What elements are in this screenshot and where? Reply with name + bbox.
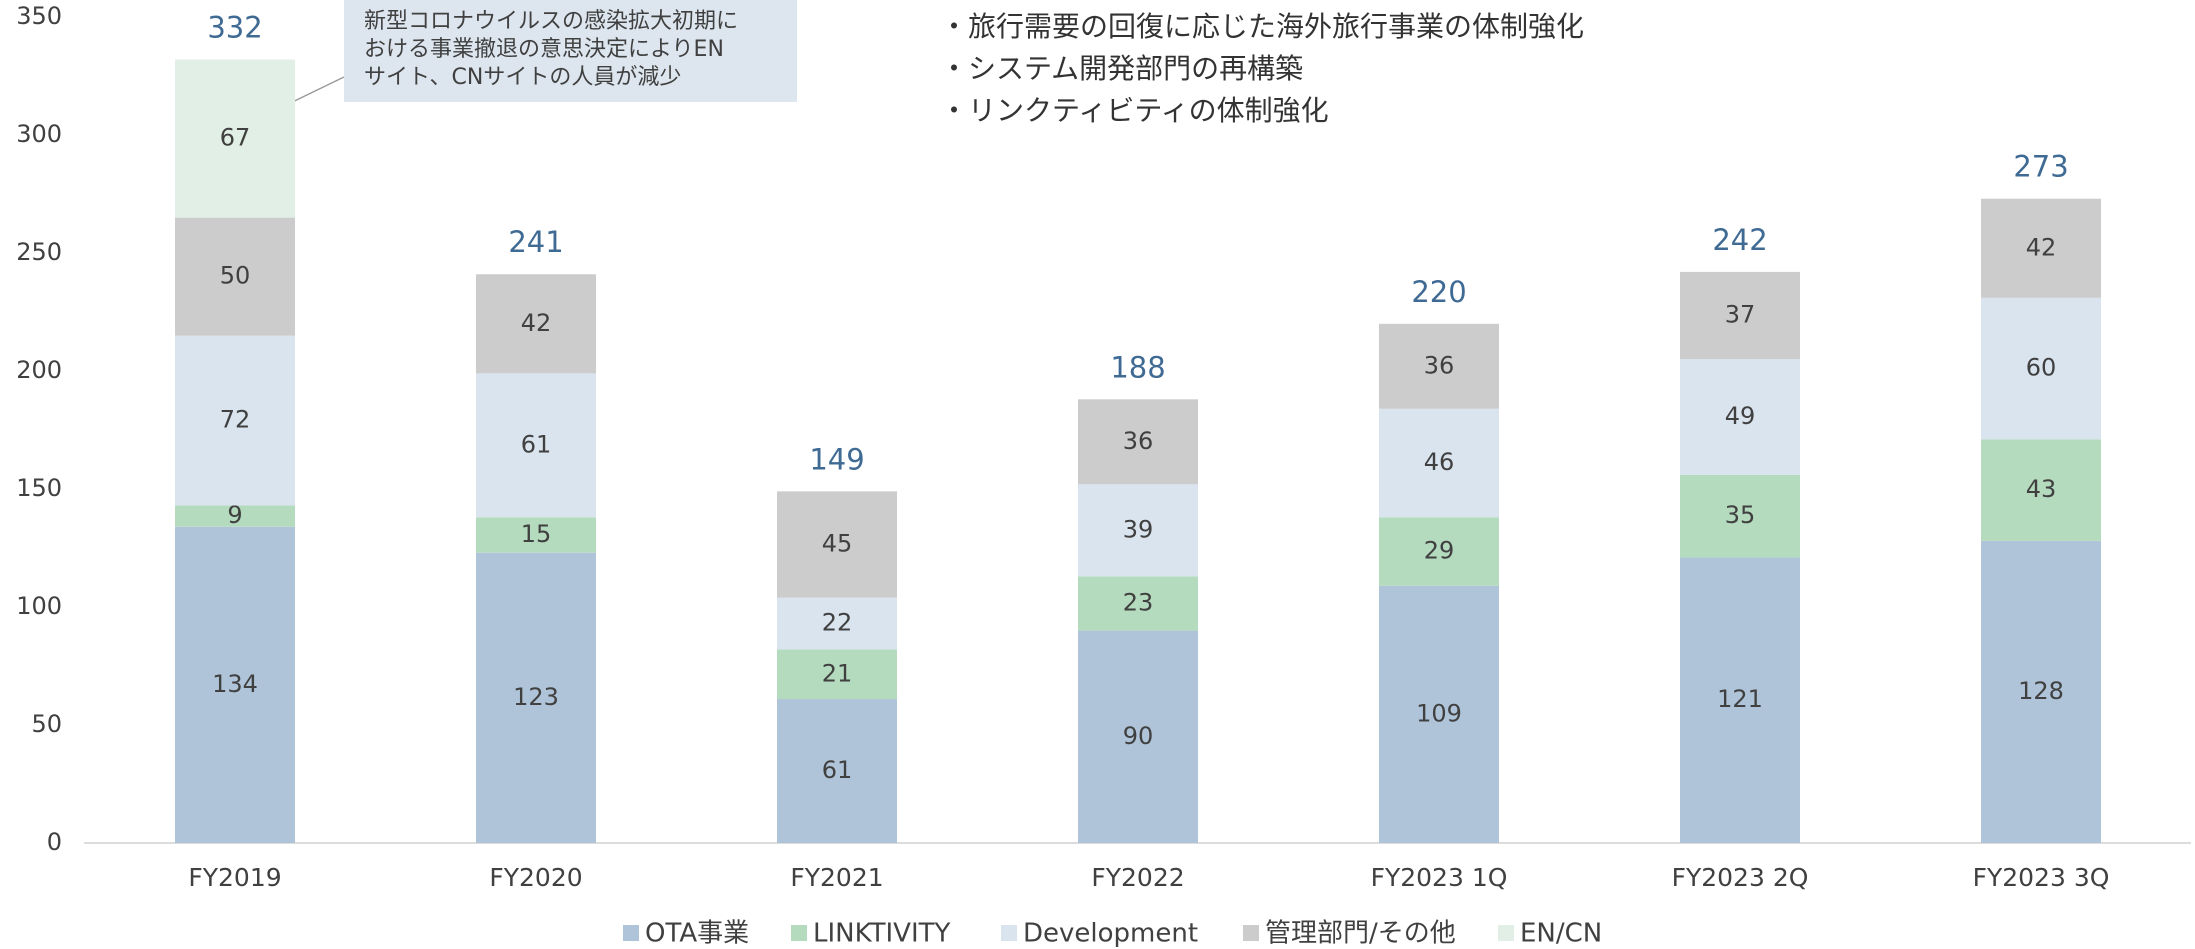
- bar-segment: [1981, 297, 2101, 440]
- bar-segment: [1379, 408, 1499, 518]
- data-label: 46: [1424, 448, 1455, 476]
- data-label: 15: [521, 520, 552, 548]
- bar-segment: [476, 552, 596, 843]
- x-tick-label: FY2021: [790, 863, 883, 892]
- data-label: 61: [822, 756, 853, 784]
- x-tick-label: FY2023 3Q: [1973, 863, 2110, 892]
- data-label: 123: [513, 683, 559, 711]
- bar-segment: [175, 335, 295, 506]
- data-label: 9: [227, 501, 242, 529]
- total-label: 332: [207, 10, 262, 44]
- bar-segment: [1981, 540, 2101, 843]
- bar-segment: [175, 526, 295, 843]
- x-tick-label: FY2020: [489, 863, 582, 892]
- legend-swatch: [1001, 925, 1017, 941]
- annotation-text: サイト、CNサイトの人員が減少: [364, 65, 681, 90]
- data-label: 50: [220, 262, 251, 290]
- annotation-text: おける事業撤退の意思決定によりEN: [364, 37, 724, 62]
- data-label: 49: [1725, 402, 1756, 430]
- bar-segment: [1379, 323, 1499, 409]
- total-label: 241: [508, 225, 563, 259]
- data-label: 67: [220, 124, 251, 152]
- y-tick-label: 300: [16, 120, 62, 148]
- bar-segment: [1680, 557, 1800, 843]
- data-label: 61: [521, 430, 552, 458]
- note: ・システム開発部門の再構築: [940, 52, 1303, 85]
- bar-segment: [175, 59, 295, 218]
- data-label: 35: [1725, 501, 1756, 529]
- data-label: 42: [2026, 233, 2057, 261]
- legend-swatch: [1498, 925, 1514, 941]
- data-label: 121: [1717, 685, 1763, 713]
- bar-segment: [1078, 630, 1198, 843]
- total-label: 188: [1110, 350, 1165, 384]
- bar-segment: [1680, 271, 1800, 360]
- legend-swatch: [1243, 925, 1259, 941]
- data-label: 22: [822, 609, 853, 637]
- data-label: 29: [1424, 537, 1455, 565]
- x-tick-label: FY2023 2Q: [1672, 863, 1809, 892]
- bar-segment: [1078, 399, 1198, 485]
- data-label: 128: [2018, 677, 2064, 705]
- data-label: 36: [1123, 427, 1154, 455]
- bar-segment: [1680, 474, 1800, 558]
- legend-swatch: [623, 925, 639, 941]
- bar-segment: [777, 649, 897, 700]
- annotation-text: 新型コロナウイルスの感染拡大初期に: [364, 9, 738, 34]
- bar-segment: [1379, 585, 1499, 843]
- legend-swatch: [791, 925, 807, 941]
- legend-label: EN/CN: [1520, 919, 1602, 949]
- data-label: 21: [822, 659, 853, 687]
- legend-label: OTA事業: [645, 919, 749, 949]
- bar-segment: [777, 597, 897, 650]
- annotation-box: [344, 0, 797, 102]
- bar-segment: [1078, 484, 1198, 577]
- total-label: 220: [1411, 275, 1466, 309]
- x-tick-label: FY2019: [188, 863, 281, 892]
- data-label: 72: [220, 406, 251, 434]
- legend-label: Development: [1023, 919, 1198, 949]
- note: ・旅行需要の回復に応じた海外旅行事業の体制強化: [940, 10, 1584, 43]
- y-tick-label: 150: [16, 474, 62, 502]
- x-tick-label: FY2023 1Q: [1371, 863, 1508, 892]
- data-label: 45: [822, 529, 853, 557]
- total-label: 273: [2013, 150, 2068, 184]
- bar-segment: [777, 699, 897, 843]
- bar-segment: [777, 491, 897, 598]
- bar-segment: [476, 373, 596, 518]
- x-tick-label: FY2022: [1091, 863, 1184, 892]
- data-label: 37: [1725, 301, 1756, 329]
- data-label: 60: [2026, 354, 2057, 382]
- data-label: 23: [1123, 588, 1154, 616]
- y-tick-label: 0: [47, 828, 62, 856]
- data-label: 42: [521, 309, 552, 337]
- total-label: 149: [809, 442, 864, 476]
- bar-segment: [1981, 198, 2101, 298]
- y-tick-label: 200: [16, 356, 62, 384]
- note: ・リンクティビティの体制強化: [940, 94, 1329, 127]
- data-label: 134: [212, 670, 258, 698]
- y-tick-label: 100: [16, 592, 62, 620]
- bar-segment: [175, 505, 295, 527]
- total-label: 242: [1712, 223, 1767, 257]
- y-tick-label: 250: [16, 238, 62, 266]
- legend-label: 管理部門/その他: [1265, 919, 1456, 949]
- y-tick-label: 350: [16, 2, 62, 30]
- bar-segment: [476, 274, 596, 374]
- bar-segment: [1680, 359, 1800, 475]
- bar-segment: [1379, 517, 1499, 586]
- data-label: 109: [1416, 699, 1462, 727]
- bar-segment: [476, 517, 596, 553]
- data-label: 39: [1123, 515, 1154, 543]
- y-tick-label: 50: [31, 710, 62, 738]
- bar-segment: [1078, 576, 1198, 631]
- data-label: 43: [2026, 475, 2057, 503]
- data-label: 90: [1123, 722, 1154, 750]
- bar-segment: [1981, 439, 2101, 541]
- legend-label: LINKTIVITY: [813, 919, 951, 949]
- data-label: 36: [1424, 351, 1455, 379]
- bar-segment: [175, 217, 295, 336]
